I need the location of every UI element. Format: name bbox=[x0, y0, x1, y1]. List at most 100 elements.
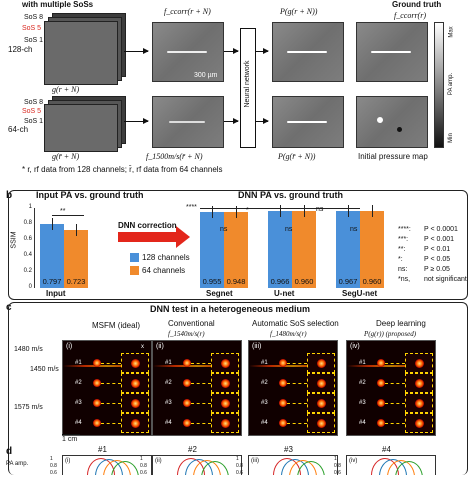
target-spot-zoom bbox=[415, 379, 424, 388]
target-spot-zoom bbox=[317, 359, 326, 368]
arrow bbox=[256, 48, 269, 54]
target-label: #3 bbox=[165, 400, 172, 406]
zoom-guide bbox=[101, 383, 121, 384]
sig-mark: ns bbox=[285, 226, 293, 233]
column-formula: P(g(r)) (proposed) bbox=[364, 330, 417, 338]
panel-letter: d bbox=[6, 446, 13, 457]
layer-boundary bbox=[63, 365, 151, 367]
zoom-inset bbox=[121, 373, 149, 393]
target-spot-zoom bbox=[415, 399, 424, 408]
zoom-guide bbox=[287, 423, 307, 424]
subplot-ytick: 0.6 bbox=[236, 470, 243, 476]
layer-boundary bbox=[347, 365, 435, 367]
panel-a-header-left: with multiple SoSs bbox=[22, 0, 94, 9]
error-bar bbox=[52, 218, 53, 231]
column-title: MSFM (ideal) bbox=[92, 321, 141, 330]
subplot-ytick: 0.6 bbox=[50, 470, 57, 476]
target-label: #4 bbox=[165, 420, 172, 426]
subplot-ytick: 0.6 bbox=[140, 470, 147, 476]
zoom-inset bbox=[307, 373, 335, 393]
bar-value-label: 0.967 bbox=[338, 277, 358, 286]
target-spot bbox=[279, 419, 287, 427]
colorbar-max: Max bbox=[448, 26, 455, 38]
error-bar bbox=[212, 205, 213, 218]
layer-boundary bbox=[153, 365, 241, 367]
panel-b-frame bbox=[8, 190, 468, 300]
target-spot-zoom bbox=[131, 379, 140, 388]
heatmap-image: (ii) #1 #2 #3 #4 bbox=[152, 340, 242, 436]
column-title: Deep learning bbox=[376, 319, 426, 328]
zoom-inset bbox=[121, 413, 149, 433]
target-spot bbox=[279, 359, 287, 367]
zoom-guide bbox=[287, 383, 307, 384]
panel-c-frame bbox=[8, 302, 468, 475]
target-label: #1 bbox=[359, 360, 366, 366]
bar-value-label: 0.960 bbox=[362, 277, 382, 286]
colorbar-min: Min bbox=[447, 133, 454, 143]
column-formula: f_1480m/s(r) bbox=[270, 330, 307, 338]
arrow bbox=[224, 48, 239, 54]
sig-key-symbol: ****: bbox=[398, 226, 411, 233]
zoom-inset bbox=[211, 353, 239, 373]
zoom-inset bbox=[307, 353, 335, 373]
bar-value-label: 0.955 bbox=[202, 277, 222, 286]
axis-label-x: x bbox=[141, 344, 144, 350]
target-label: #1 bbox=[165, 360, 172, 366]
heatmap-image: (i) #1 #2 #3 #4 x bbox=[62, 340, 152, 436]
subplot-ytick: 1 bbox=[334, 456, 337, 462]
zoom-inset bbox=[307, 413, 335, 433]
target-label: #4 bbox=[359, 420, 366, 426]
formula-g: g(r + N) bbox=[52, 85, 80, 94]
speed-label: 1450 m/s bbox=[30, 366, 59, 373]
zoom-inset bbox=[307, 393, 335, 413]
target-spot-zoom bbox=[221, 379, 230, 388]
target-spot bbox=[377, 419, 385, 427]
formula-fcorr-gt: f_ccorr(r) bbox=[394, 11, 426, 20]
zoom-inset bbox=[405, 373, 433, 393]
target-spot-zoom bbox=[221, 399, 230, 408]
speed-label: 1575 m/s bbox=[14, 404, 43, 411]
panel-c-title: DNN test in a heterogeneous medium bbox=[150, 304, 311, 314]
sig-key-text: P < 0.001 bbox=[424, 236, 455, 243]
target-spot bbox=[377, 399, 385, 407]
bar bbox=[40, 224, 64, 288]
colorbar bbox=[434, 22, 444, 148]
target-spot bbox=[279, 379, 287, 387]
error-bar bbox=[348, 204, 349, 217]
sig-key-text: P ≥ 0.05 bbox=[424, 266, 450, 273]
scale-bar-label: 300 µm bbox=[194, 72, 218, 79]
target-spot bbox=[183, 419, 191, 427]
sig-bracket bbox=[200, 208, 360, 209]
error-bar bbox=[76, 224, 77, 237]
zoom-inset bbox=[405, 413, 433, 433]
subplot-ytick: 0.8 bbox=[236, 463, 243, 469]
sig-key-text: P < 0.01 bbox=[424, 246, 451, 253]
subplot-ytick: 0.6 bbox=[334, 470, 341, 476]
panel-b-title-right: DNN PA vs. ground truth bbox=[238, 190, 343, 200]
target-spot bbox=[377, 379, 385, 387]
bar bbox=[360, 211, 384, 288]
target-spot-zoom bbox=[415, 359, 424, 368]
target-label: #2 bbox=[165, 380, 172, 386]
f1500-image bbox=[152, 96, 224, 148]
formula-g64: g(r̄ + N) bbox=[52, 152, 80, 161]
zoom-guide bbox=[287, 363, 307, 364]
bar bbox=[292, 211, 316, 288]
zoom-guide bbox=[191, 363, 211, 364]
target-label: #4 bbox=[75, 420, 82, 426]
target-spot bbox=[279, 399, 287, 407]
neural-network-box bbox=[240, 28, 256, 148]
subplot-number: (iii) bbox=[251, 458, 259, 464]
panel-b-title-left: Input PA vs. ground truth bbox=[36, 190, 144, 200]
ch64-label: 64-ch bbox=[8, 125, 29, 134]
zoom-inset bbox=[211, 393, 239, 413]
category-label: U-net bbox=[274, 289, 295, 298]
target-spot bbox=[183, 379, 191, 387]
bar-value-label: 0.948 bbox=[226, 277, 246, 286]
target-spot-zoom bbox=[317, 379, 326, 388]
formula-P64: P(g(r̄ + N)) bbox=[278, 152, 316, 161]
zoom-guide bbox=[191, 423, 211, 424]
sig-mark: ns bbox=[350, 226, 358, 233]
y-tick-label: 0 bbox=[28, 284, 32, 290]
arrow bbox=[124, 48, 149, 54]
